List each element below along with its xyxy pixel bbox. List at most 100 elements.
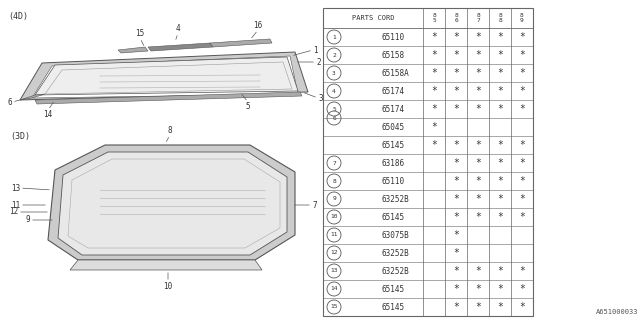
Text: A651000033: A651000033 [595, 309, 638, 315]
Text: 8
6: 8 6 [454, 13, 458, 23]
Text: *: * [519, 158, 525, 168]
Text: 4: 4 [176, 24, 180, 33]
Text: *: * [497, 86, 503, 96]
Text: 13: 13 [11, 183, 20, 193]
Text: *: * [497, 68, 503, 78]
Text: 1: 1 [332, 35, 336, 39]
Text: 63252B: 63252B [381, 249, 409, 258]
Text: 65110: 65110 [381, 177, 404, 186]
Text: *: * [431, 122, 437, 132]
Text: 11: 11 [11, 201, 20, 210]
Text: 8
7: 8 7 [476, 13, 480, 23]
Text: 63186: 63186 [381, 158, 404, 167]
Text: 8
5: 8 5 [432, 13, 436, 23]
Text: *: * [497, 50, 503, 60]
Text: 2: 2 [316, 58, 321, 67]
Text: 15: 15 [136, 29, 145, 38]
Text: 65145: 65145 [381, 212, 404, 221]
Text: *: * [497, 284, 503, 294]
Text: *: * [475, 140, 481, 150]
Text: *: * [519, 284, 525, 294]
Polygon shape [20, 94, 45, 100]
Text: *: * [475, 158, 481, 168]
Text: 8: 8 [168, 126, 172, 135]
Text: *: * [475, 86, 481, 96]
Text: 5: 5 [332, 107, 336, 111]
Text: *: * [519, 140, 525, 150]
Text: *: * [453, 68, 459, 78]
Text: 65158A: 65158A [381, 68, 409, 77]
Text: *: * [453, 158, 459, 168]
Text: 15: 15 [330, 305, 338, 309]
Text: 7: 7 [332, 161, 336, 165]
Text: *: * [497, 266, 503, 276]
Text: 16: 16 [253, 21, 262, 30]
Text: 63252B: 63252B [381, 195, 409, 204]
Text: 14: 14 [330, 286, 338, 292]
Polygon shape [118, 47, 148, 53]
Text: *: * [453, 248, 459, 258]
Text: 8
9: 8 9 [520, 13, 524, 23]
Text: *: * [497, 212, 503, 222]
Text: 12: 12 [9, 207, 18, 217]
Text: *: * [431, 50, 437, 60]
Text: (4D): (4D) [8, 12, 28, 21]
Text: 65045: 65045 [381, 123, 404, 132]
Text: 3: 3 [332, 70, 336, 76]
Polygon shape [48, 145, 295, 260]
Text: 10: 10 [330, 214, 338, 220]
Text: *: * [475, 302, 481, 312]
Text: *: * [497, 194, 503, 204]
Text: 65145: 65145 [381, 140, 404, 149]
Text: *: * [497, 32, 503, 42]
Text: *: * [431, 86, 437, 96]
Text: 4: 4 [332, 89, 336, 93]
Text: *: * [475, 68, 481, 78]
Text: *: * [497, 176, 503, 186]
Text: *: * [497, 140, 503, 150]
Polygon shape [20, 52, 308, 100]
Text: *: * [453, 266, 459, 276]
Text: 65110: 65110 [381, 33, 404, 42]
Text: 65158: 65158 [381, 51, 404, 60]
Text: 13: 13 [330, 268, 338, 274]
Text: *: * [453, 194, 459, 204]
Polygon shape [148, 43, 213, 51]
Text: *: * [519, 32, 525, 42]
Text: 8
8: 8 8 [498, 13, 502, 23]
Text: 63252B: 63252B [381, 267, 409, 276]
Text: *: * [475, 194, 481, 204]
Text: 6: 6 [8, 98, 12, 107]
Text: *: * [453, 50, 459, 60]
Text: 2: 2 [332, 52, 336, 58]
Text: *: * [475, 104, 481, 114]
Text: *: * [453, 212, 459, 222]
Polygon shape [70, 260, 262, 270]
Text: 9: 9 [26, 215, 30, 225]
Polygon shape [35, 92, 302, 104]
Text: 63075B: 63075B [381, 230, 409, 239]
Text: *: * [431, 68, 437, 78]
Text: 1: 1 [313, 45, 317, 54]
Text: 65145: 65145 [381, 302, 404, 311]
Text: *: * [497, 158, 503, 168]
Text: *: * [475, 212, 481, 222]
Text: *: * [475, 32, 481, 42]
Polygon shape [58, 152, 287, 255]
Text: *: * [453, 176, 459, 186]
Text: 3: 3 [318, 93, 323, 102]
Text: (3D): (3D) [10, 132, 30, 141]
Text: *: * [431, 104, 437, 114]
Text: *: * [519, 104, 525, 114]
Text: 8: 8 [332, 179, 336, 183]
Text: *: * [497, 302, 503, 312]
Text: *: * [475, 266, 481, 276]
Text: *: * [519, 194, 525, 204]
Text: 14: 14 [44, 110, 52, 119]
Text: *: * [453, 230, 459, 240]
Text: *: * [519, 266, 525, 276]
Text: 5: 5 [246, 102, 250, 111]
Text: 65145: 65145 [381, 284, 404, 293]
Text: 65174: 65174 [381, 105, 404, 114]
Polygon shape [210, 39, 272, 47]
